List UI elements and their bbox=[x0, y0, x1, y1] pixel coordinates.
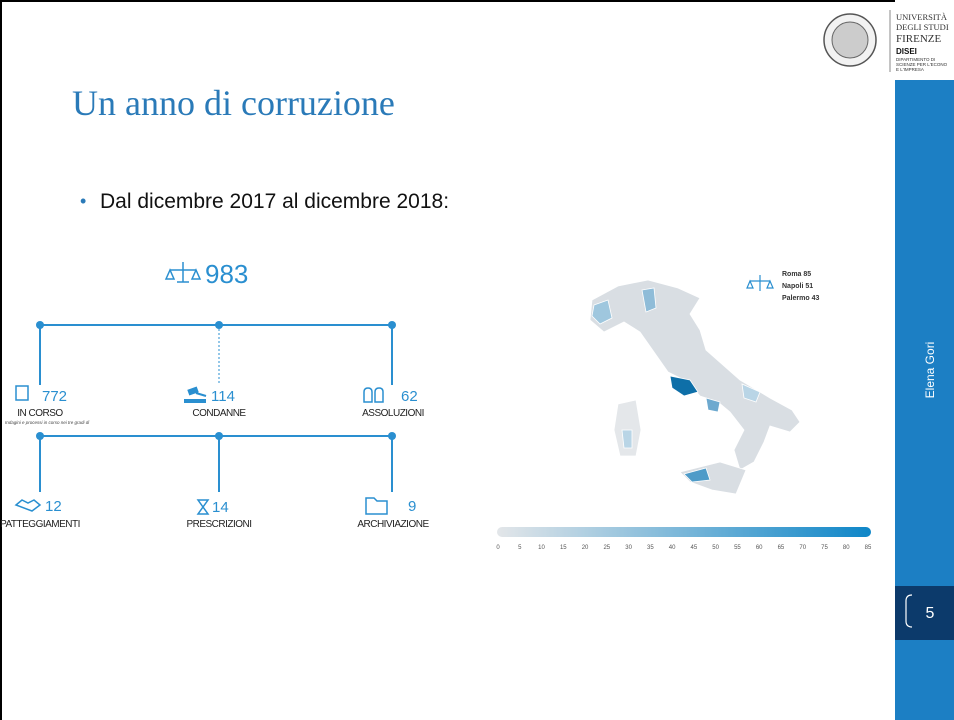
item-value: 114 bbox=[211, 388, 235, 405]
item-label: PATTEGGIAMENTI bbox=[0, 519, 80, 530]
university-line: FIRENZE bbox=[896, 33, 942, 45]
colorbar-tick-label: 25 bbox=[603, 545, 610, 551]
department-line: DIPARTIMENTO DI bbox=[896, 57, 935, 62]
icon-hands bbox=[363, 387, 384, 403]
map-legend-entry: Roma 85 bbox=[782, 271, 811, 278]
icon-handshake bbox=[14, 499, 42, 512]
bullet-dot: • bbox=[80, 191, 86, 211]
icon-gavel bbox=[184, 386, 207, 403]
colorbar-tick-label: 50 bbox=[712, 545, 719, 551]
page-number: 5 bbox=[926, 605, 935, 622]
item-label: ARCHIVIAZIONE bbox=[357, 519, 429, 530]
page-box bbox=[895, 586, 954, 640]
department: DISEI bbox=[896, 47, 917, 56]
map-legend-entry: Palermo 43 bbox=[782, 295, 819, 302]
colorbar-tick-label: 65 bbox=[778, 545, 785, 551]
item-label: ASSOLUZIONI bbox=[362, 408, 424, 419]
item-value: 12 bbox=[45, 498, 62, 515]
colorbar-tick-label: 5 bbox=[518, 545, 522, 551]
icon-hourglass bbox=[196, 499, 210, 515]
item-value: 9 bbox=[408, 498, 416, 515]
colorbar-ticks: 0 5 10 15 20 25 30 35 40 45 50 55 60 65 70 75 80 85 bbox=[496, 545, 872, 551]
page-bracket bbox=[905, 594, 913, 628]
colorbar-tick-label: 70 bbox=[799, 545, 806, 551]
colorbar-tick-label: 30 bbox=[625, 545, 632, 551]
colorbar-tick-label: 45 bbox=[691, 545, 698, 551]
author: Elena Gori bbox=[923, 342, 937, 399]
colorbar-tick-label: 20 bbox=[582, 545, 589, 551]
colorbar-tick-label: 60 bbox=[756, 545, 763, 551]
colorbar-tick-label: 40 bbox=[669, 545, 676, 551]
item-value: 62 bbox=[401, 388, 418, 405]
item-label: IN CORSO bbox=[17, 408, 63, 419]
bullet-text: Dal dicembre 2017 al dicembre 2018: bbox=[100, 190, 449, 213]
map-legend-entry: Napoli 51 bbox=[782, 283, 813, 290]
colorbar-tick-label: 15 bbox=[560, 545, 567, 551]
colorbar bbox=[497, 527, 871, 537]
scale-icon bbox=[164, 262, 202, 283]
university-line: UNIVERSITÀ bbox=[896, 12, 948, 22]
icon-document bbox=[15, 385, 29, 401]
item-label: PRESCRIZIONI bbox=[186, 519, 251, 530]
colorbar-tick-label: 35 bbox=[647, 545, 654, 551]
colorbar-tick-label: 80 bbox=[843, 545, 850, 551]
item-label: CONDANNE bbox=[192, 408, 246, 419]
university-line: DEGLI STUDI bbox=[896, 22, 949, 32]
colorbar-tick-label: 0 bbox=[496, 545, 500, 551]
department-line: E L'IMPRESA bbox=[896, 67, 924, 72]
total: 983 bbox=[205, 259, 248, 289]
colorbar-tick-label: 75 bbox=[821, 545, 828, 551]
item-value: 772 bbox=[42, 388, 67, 405]
department-line: SCIENZE PER L'ECONO bbox=[896, 62, 948, 67]
italy-map bbox=[589, 279, 801, 495]
colorbar-tick-label: 55 bbox=[734, 545, 741, 551]
colorbar-tick-label: 10 bbox=[538, 545, 545, 551]
item-value: 14 bbox=[212, 499, 229, 516]
map-legend-icon bbox=[746, 275, 774, 291]
seal-inner bbox=[831, 21, 869, 59]
title: Un anno di corruzione bbox=[72, 83, 395, 123]
connector-dots bbox=[36, 321, 396, 440]
icon-folder bbox=[365, 497, 388, 515]
item-note: Indagini e processi in corso nei tre gra… bbox=[5, 420, 90, 425]
colorbar-tick-label: 85 bbox=[865, 545, 872, 551]
